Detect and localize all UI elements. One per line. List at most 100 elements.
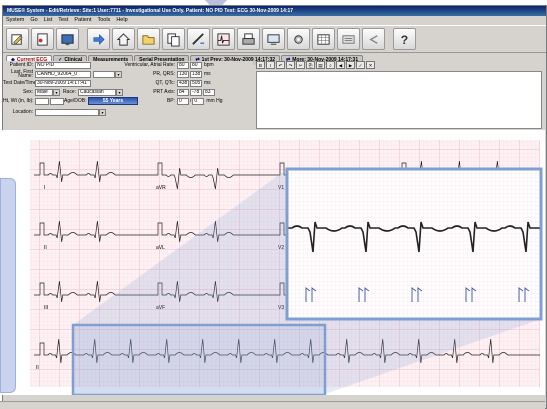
- ecg-button[interactable]: [212, 28, 235, 50]
- pacing-marker: [358, 287, 364, 302]
- print-button[interactable]: [237, 28, 260, 50]
- qrs-field[interactable]: 138: [190, 70, 202, 78]
- patient-id-field[interactable]: NO PID: [35, 61, 91, 69]
- tab-1st-prev[interactable]: ⇄ 1st Prev: 30-Nov-2009 14:17:32: [190, 55, 281, 65]
- list-icon: [342, 34, 355, 44]
- tab-serial-presentation[interactable]: Serial Presentation: [134, 55, 190, 65]
- home-icon: [116, 32, 131, 46]
- stmt-right-button[interactable]: ▶: [346, 61, 355, 69]
- ecg-area: IaVRV1V4IIaVLV2V5IIIaVFV3V6II: [0, 130, 545, 397]
- stmt-cut-button[interactable]: ✂: [296, 61, 305, 69]
- lead-label-V1: V1: [278, 185, 284, 191]
- arrow-right-icon: [93, 33, 105, 45]
- folder-button[interactable]: [137, 28, 160, 50]
- stmt-check-button[interactable]: ✓: [356, 61, 365, 69]
- menu-tools[interactable]: Tools: [97, 17, 111, 23]
- pacing-marker: [311, 287, 317, 302]
- atrial-rate-field[interactable]: 80: [190, 61, 202, 69]
- menu-help[interactable]: Help: [116, 17, 128, 23]
- stmt-undo-button[interactable]: ↶: [276, 61, 285, 69]
- settings-icon: [294, 34, 303, 44]
- name-field[interactable]: CANHD_92064_0: [35, 70, 91, 78]
- datetime-label: Test Date/Time:: [3, 80, 38, 86]
- race-field[interactable]: Caucasian: [78, 88, 116, 96]
- ecg-trace-I: [34, 160, 152, 183]
- qt-field[interactable]: 438: [177, 79, 189, 87]
- pacing-marker: [524, 287, 530, 302]
- first-name-field[interactable]: [93, 70, 115, 78]
- back-button[interactable]: [87, 28, 110, 50]
- status-bar: [0, 401, 545, 409]
- pr-field[interactable]: 130: [177, 70, 189, 78]
- edit-button[interactable]: [6, 28, 29, 50]
- lead-label-aVF: aVF: [156, 305, 165, 311]
- lead-label-II: II: [44, 245, 47, 251]
- name-label: Last, First Name:: [11, 69, 33, 79]
- vent-rate-field[interactable]: 80: [177, 61, 189, 69]
- stmt-delete-button[interactable]: ✕: [366, 61, 375, 69]
- help-button[interactable]: ?: [393, 28, 416, 50]
- pacing-marker: [411, 287, 417, 302]
- stmt-paste-button[interactable]: ▤: [316, 61, 325, 69]
- bp-sys-field[interactable]: 0: [177, 97, 189, 105]
- bp-label: BP:: [166, 98, 175, 104]
- race-dropdown[interactable]: ▾: [116, 88, 123, 96]
- measure-icon: [192, 32, 205, 45]
- tab-label: More: 30-Nov-2009 14:17:31: [292, 57, 359, 63]
- menu-list[interactable]: List: [43, 17, 53, 23]
- name-dropdown[interactable]: ▾: [115, 70, 122, 78]
- lead-label-rhythm: II: [36, 365, 39, 371]
- qtc-field[interactable]: 505: [190, 79, 202, 87]
- location-field[interactable]: [35, 108, 99, 116]
- patient-id-label: Patient ID:: [9, 62, 33, 68]
- selection-box[interactable]: [71, 323, 327, 397]
- sex-label: Sex:: [22, 89, 33, 95]
- menu-patient[interactable]: Patient: [74, 17, 92, 23]
- sex-field[interactable]: Male: [35, 88, 53, 96]
- tab-current-ecg[interactable]: ◈ Current ECG: [6, 55, 53, 65]
- stmt-italic-button[interactable]: I: [266, 61, 275, 69]
- menu-system[interactable]: System: [6, 17, 25, 23]
- stmt-redo-button[interactable]: ↷: [286, 61, 295, 69]
- p-axis-field[interactable]: 84: [177, 88, 189, 96]
- bp-dia-field[interactable]: 0: [192, 97, 205, 105]
- tab-label: Measurements: [93, 57, 129, 63]
- t-axis-field[interactable]: 83: [203, 88, 215, 96]
- pacing-marker: [305, 287, 311, 302]
- height-field[interactable]: [35, 97, 49, 105]
- measure-button[interactable]: [187, 28, 210, 50]
- age-button[interactable]: 55 Years: [88, 97, 138, 105]
- pacing-marker: [465, 287, 471, 302]
- grid-button[interactable]: [312, 28, 335, 50]
- menu-go[interactable]: Go: [30, 17, 38, 23]
- stmt-find-button[interactable]: ⌕: [326, 61, 335, 69]
- weight-field[interactable]: [50, 97, 64, 105]
- stmt-left-button[interactable]: ◀: [336, 61, 345, 69]
- list-button[interactable]: [337, 28, 360, 50]
- settings-button[interactable]: [287, 28, 310, 50]
- datetime-field[interactable]: 30-Nov-2009 14:17:41: [35, 79, 91, 87]
- statement-panel[interactable]: [256, 71, 542, 129]
- ecg-trace-aVR: [152, 162, 274, 190]
- stmt-bold-button[interactable]: B: [256, 61, 265, 69]
- menu-test[interactable]: Test: [58, 17, 69, 23]
- monitor-button[interactable]: [262, 28, 285, 50]
- lead-label-I: I: [44, 185, 45, 191]
- lead-label-V2: V2: [278, 245, 284, 251]
- open-button[interactable]: [31, 28, 54, 50]
- sex-dropdown[interactable]: ▾: [53, 88, 60, 96]
- race-label: Race:: [62, 89, 76, 95]
- r-axis-field[interactable]: -78: [190, 88, 202, 96]
- tab-measurements[interactable]: Measurements: [88, 55, 134, 65]
- tab-more[interactable]: ⇄ More: 30-Nov-2009 14:17:31: [281, 55, 364, 65]
- copy-button[interactable]: [162, 28, 185, 50]
- copy-icon: [167, 32, 180, 47]
- location-dropdown[interactable]: ▾: [99, 108, 106, 116]
- tab-clinical[interactable]: ✓ Clinical: [53, 55, 88, 65]
- view-button[interactable]: [56, 28, 79, 50]
- stmt-copy-button[interactable]: ⎘: [306, 61, 315, 69]
- forward-button[interactable]: [362, 28, 385, 50]
- home-button[interactable]: [112, 28, 135, 50]
- document-icon: [37, 32, 48, 46]
